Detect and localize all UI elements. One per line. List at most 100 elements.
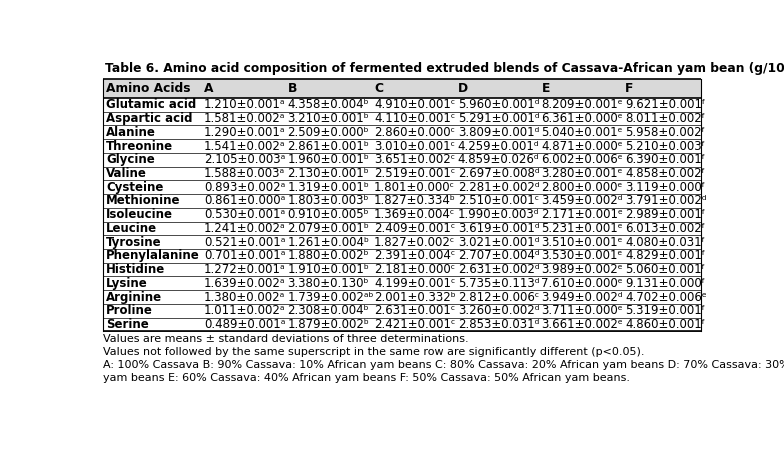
Text: 8.209±0.001ᵉ: 8.209±0.001ᵉ [542,98,623,111]
Text: 7.610±0.000ᵉ: 7.610±0.000ᵉ [542,277,623,290]
Text: Alanine: Alanine [106,126,156,139]
Text: Arginine: Arginine [106,290,162,304]
Text: 5.958±0.002ᶠ: 5.958±0.002ᶠ [625,126,706,139]
Text: 1.739±0.002ᵃᵇ: 1.739±0.002ᵃᵇ [288,290,374,304]
Text: 5.210±0.003ᶠ: 5.210±0.003ᶠ [625,139,706,152]
Text: 1.880±0.002ᵇ: 1.880±0.002ᵇ [288,250,369,263]
Text: Isoleucine: Isoleucine [106,208,173,221]
Text: 1.588±0.003ᵃ: 1.588±0.003ᵃ [204,167,285,180]
Bar [103,180,701,194]
Text: 2.800±0.000ᵉ: 2.800±0.000ᵉ [542,181,622,194]
Text: C: C [374,82,383,95]
Bar [103,125,701,139]
Text: 6.013±0.002ᶠ: 6.013±0.002ᶠ [625,222,706,235]
Text: 1.261±0.004ᵇ: 1.261±0.004ᵇ [288,236,369,249]
Text: 1.241±0.002ᵃ: 1.241±0.002ᵃ [204,222,285,235]
Text: Amino Acids: Amino Acids [106,82,191,95]
Text: 3.530±0.001ᵉ: 3.530±0.001ᵉ [542,250,622,263]
Text: 2.519±0.001ᶜ: 2.519±0.001ᶜ [374,167,456,180]
Text: 5.291±0.001ᵈ: 5.291±0.001ᵈ [458,112,539,125]
Text: 1.803±0.003ᵇ: 1.803±0.003ᵇ [288,194,369,207]
Bar [103,290,701,304]
Text: 2.308±0.004ᵇ: 2.308±0.004ᵇ [288,304,369,317]
Bar [103,263,701,276]
Text: 1.910±0.001ᵇ: 1.910±0.001ᵇ [288,263,369,276]
Bar [103,194,701,208]
Text: Aspartic acid: Aspartic acid [106,112,192,125]
Text: 5.735±0.113ᵈ: 5.735±0.113ᵈ [458,277,539,290]
Text: 1.639±0.002ᵃ: 1.639±0.002ᵃ [204,277,285,290]
Text: 3.949±0.002ᵈ: 3.949±0.002ᵈ [542,290,623,304]
Text: 4.829±0.001ᶠ: 4.829±0.001ᶠ [625,250,706,263]
Text: 3.021±0.001ᵈ: 3.021±0.001ᵈ [458,236,539,249]
Text: 2.181±0.000ᶜ: 2.181±0.000ᶜ [374,263,456,276]
Bar [103,167,701,180]
Text: E: E [542,82,550,95]
Text: 3.280±0.001ᵉ: 3.280±0.001ᵉ [542,167,623,180]
Text: 6.361±0.000ᵉ: 6.361±0.000ᵉ [542,112,623,125]
Text: 3.119±0.000ᶠ: 3.119±0.000ᶠ [625,181,706,194]
Text: Serine: Serine [106,318,149,331]
Bar [103,153,701,167]
Text: Leucine: Leucine [106,222,157,235]
Text: Methionine: Methionine [106,194,180,207]
Text: A: 100% Cassava B: 90% Cassava: 10% African yam beans C: 80% Cassava: 20% Africa: A: 100% Cassava B: 90% Cassava: 10% Afri… [103,360,784,370]
Bar [103,318,701,332]
Text: 4.080±0.031ᶠ: 4.080±0.031ᶠ [625,236,706,249]
Text: 1.541±0.002ᵃ: 1.541±0.002ᵃ [204,139,285,152]
Bar [103,235,701,249]
Text: 2.510±0.001ᶜ: 2.510±0.001ᶜ [458,194,539,207]
Text: 5.040±0.001ᵉ: 5.040±0.001ᵉ [542,126,623,139]
Text: Cysteine: Cysteine [106,181,163,194]
Text: 3.010±0.001ᶜ: 3.010±0.001ᶜ [374,139,456,152]
Text: 0.893±0.002ᵃ: 0.893±0.002ᵃ [204,181,285,194]
Text: 2.281±0.002ᵈ: 2.281±0.002ᵈ [458,181,539,194]
Text: 3.260±0.002ᵈ: 3.260±0.002ᵈ [458,304,539,317]
Text: 4.259±0.001ᵈ: 4.259±0.001ᵈ [458,139,539,152]
Text: 2.697±0.008ᵈ: 2.697±0.008ᵈ [458,167,539,180]
Text: 2.631±0.001ᶜ: 2.631±0.001ᶜ [374,304,456,317]
Text: 5.231±0.001ᵉ: 5.231±0.001ᵉ [542,222,623,235]
Text: 2.861±0.001ᵇ: 2.861±0.001ᵇ [288,139,369,152]
Text: 3.651±0.002ᶜ: 3.651±0.002ᶜ [374,153,456,166]
Text: 2.707±0.004ᵈ: 2.707±0.004ᵈ [458,250,539,263]
Bar [103,112,701,125]
Text: 4.910±0.001ᶜ: 4.910±0.001ᶜ [374,98,456,111]
Text: 1.290±0.001ᵃ: 1.290±0.001ᵃ [204,126,285,139]
Text: 2.812±0.006ᶜ: 2.812±0.006ᶜ [458,290,539,304]
Text: 4.358±0.004ᵇ: 4.358±0.004ᵇ [288,98,369,111]
Bar [103,139,701,153]
Text: 9.131±0.000ᶠ: 9.131±0.000ᶠ [625,277,706,290]
Text: 2.989±0.001ᶠ: 2.989±0.001ᶠ [625,208,706,221]
Text: 2.130±0.001ᵇ: 2.130±0.001ᵇ [288,167,369,180]
Text: A: A [204,82,213,95]
Text: 1.011±0.002ᵃ: 1.011±0.002ᵃ [204,304,285,317]
Text: 1.380±0.002ᵃ: 1.380±0.002ᵃ [204,290,285,304]
Text: 1.801±0.000ᶜ: 1.801±0.000ᶜ [374,181,456,194]
Text: Valine: Valine [106,167,147,180]
Text: 1.990±0.003ᵈ: 1.990±0.003ᵈ [458,208,539,221]
Text: 4.858±0.002ᶠ: 4.858±0.002ᶠ [625,167,706,180]
Text: 2.421±0.001ᶜ: 2.421±0.001ᶜ [374,318,456,331]
Text: B: B [288,82,297,95]
Text: 0.910±0.005ᵇ: 0.910±0.005ᵇ [288,208,369,221]
Text: yam beans E: 60% Cassava: 40% African yam beans F: 50% Cassava: 50% African yam : yam beans E: 60% Cassava: 40% African ya… [103,373,630,383]
Text: 4.859±0.026ᵈ: 4.859±0.026ᵈ [458,153,539,166]
Text: 1.319±0.001ᵇ: 1.319±0.001ᵇ [288,181,369,194]
Text: 4.860±0.001ᶠ: 4.860±0.001ᶠ [625,318,706,331]
Text: 3.619±0.001ᵈ: 3.619±0.001ᵈ [458,222,539,235]
Text: 3.380±0.130ᵇ: 3.380±0.130ᵇ [288,277,369,290]
Bar [103,208,701,221]
Text: 2.079±0.001ᵇ: 2.079±0.001ᵇ [288,222,369,235]
Bar [103,304,701,318]
Text: 2.105±0.003ᵃ: 2.105±0.003ᵃ [204,153,285,166]
Text: 1.581±0.002ᵃ: 1.581±0.002ᵃ [204,112,285,125]
Text: 2.001±0.332ᵇ: 2.001±0.332ᵇ [374,290,456,304]
Text: 1.960±0.001ᵇ: 1.960±0.001ᵇ [288,153,369,166]
Text: 3.989±0.002ᵉ: 3.989±0.002ᵉ [542,263,623,276]
Text: 3.510±0.001ᵉ: 3.510±0.001ᵉ [542,236,623,249]
Text: Tyrosine: Tyrosine [106,236,162,249]
Text: Proline: Proline [106,304,153,317]
Text: 2.409±0.001ᶜ: 2.409±0.001ᶜ [374,222,456,235]
Text: 3.711±0.000ᵉ: 3.711±0.000ᵉ [542,304,623,317]
